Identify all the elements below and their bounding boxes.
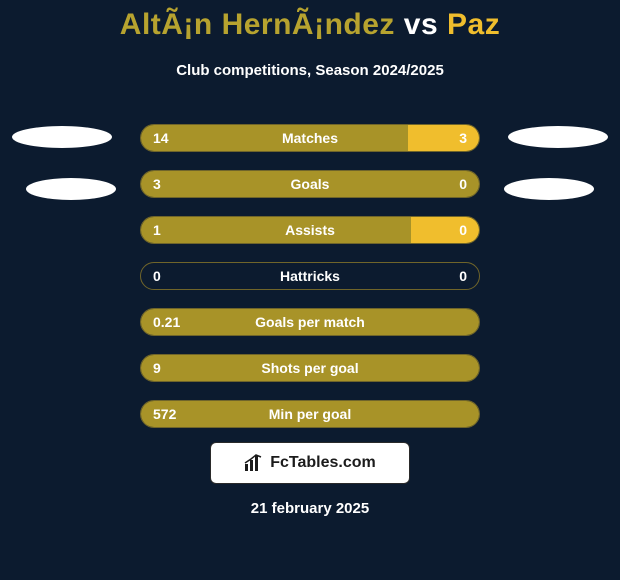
date-text: 21 february 2025 bbox=[0, 500, 620, 517]
vs-text: vs bbox=[404, 8, 438, 41]
decor-ellipse bbox=[26, 178, 116, 200]
chart-icon bbox=[244, 454, 264, 472]
decor-ellipse bbox=[504, 178, 594, 200]
stat-label: Matches bbox=[141, 125, 479, 151]
stat-label: Assists bbox=[141, 217, 479, 243]
stat-label: Shots per goal bbox=[141, 355, 479, 381]
decor-ellipse bbox=[12, 126, 112, 148]
stat-bars: 143Matches 30Goals 10Assists 00Hattricks 0.2… bbox=[140, 124, 480, 446]
page-title: AltÃ¡n HernÃ¡ndez vs Paz bbox=[0, 8, 620, 42]
stat-bar: 143Matches bbox=[140, 124, 480, 152]
stat-label: Goals bbox=[141, 171, 479, 197]
branding-badge[interactable]: FcTables.com bbox=[210, 442, 410, 484]
comparison-card: AltÃ¡n HernÃ¡ndez vs Paz Club competitio… bbox=[0, 0, 620, 580]
stat-label: Goals per match bbox=[141, 309, 479, 335]
decor-ellipse bbox=[508, 126, 608, 148]
stat-label: Min per goal bbox=[141, 401, 479, 427]
player2-name: Paz bbox=[447, 8, 500, 41]
branding-text: FcTables.com bbox=[270, 454, 376, 472]
stat-bar: 572Min per goal bbox=[140, 400, 480, 428]
stat-bar: 0.21Goals per match bbox=[140, 308, 480, 336]
stat-bar: 10Assists bbox=[140, 216, 480, 244]
stat-label: Hattricks bbox=[141, 263, 479, 289]
player1-name: AltÃ¡n HernÃ¡ndez bbox=[120, 8, 395, 41]
stat-bar: 30Goals bbox=[140, 170, 480, 198]
stat-bar: 00Hattricks bbox=[140, 262, 480, 290]
subtitle: Club competitions, Season 2024/2025 bbox=[0, 62, 620, 79]
stat-bar: 9Shots per goal bbox=[140, 354, 480, 382]
